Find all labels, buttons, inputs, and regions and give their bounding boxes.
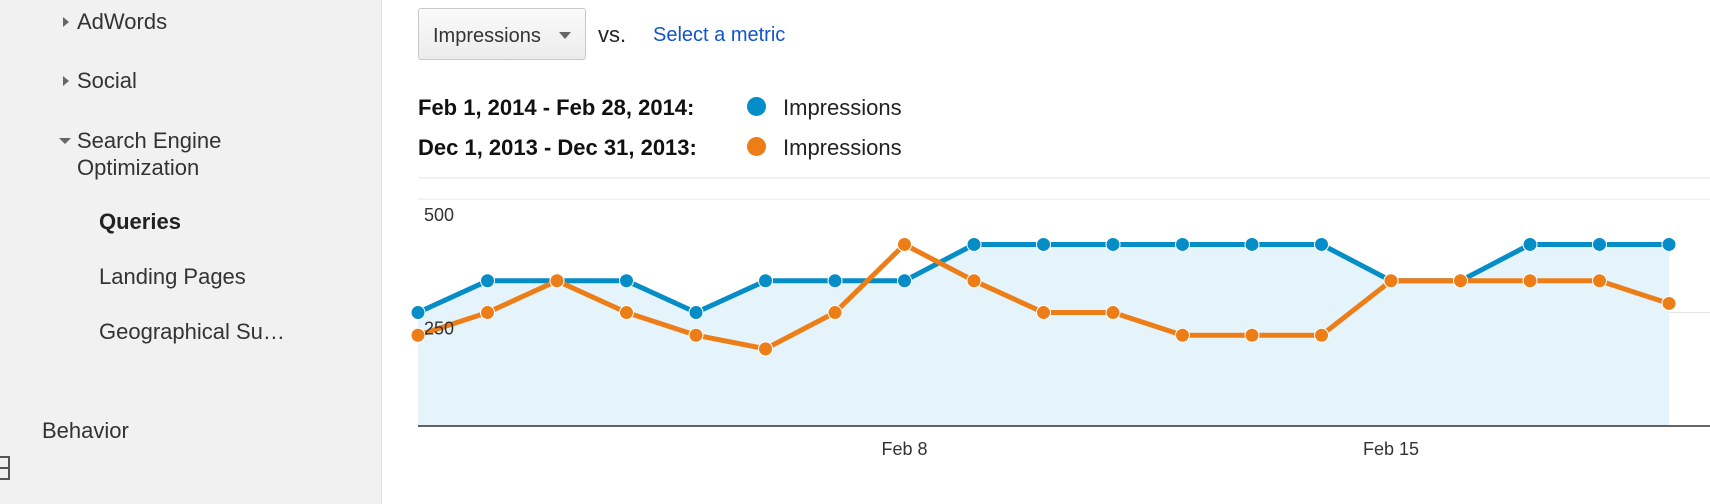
sidebar-item-behavior[interactable]: Behavior — [42, 418, 129, 443]
expand-arrow-icon[interactable] — [63, 17, 69, 27]
data-point — [1314, 236, 1329, 252]
y-tick-label: 250 — [424, 319, 454, 339]
data-point — [688, 327, 704, 343]
data-point — [827, 305, 843, 321]
metric-dropdown[interactable]: Impressions — [418, 8, 586, 60]
data-point — [1036, 236, 1051, 252]
x-tick-label: Feb 15 — [1363, 439, 1419, 459]
data-point — [1314, 327, 1329, 343]
data-point — [549, 273, 565, 289]
impressions-line-chart: 250 500 Feb 8 Feb 15 — [410, 177, 1710, 459]
sidebar-item-label: Optimization — [77, 155, 200, 180]
sidebar-item-seo[interactable]: Search Engine Optimization — [77, 127, 221, 181]
data-point — [1383, 273, 1399, 289]
data-point — [480, 305, 495, 321]
data-point — [897, 236, 912, 252]
expand-arrow-icon[interactable] — [63, 76, 69, 86]
x-tick-label: Feb 8 — [881, 439, 927, 459]
data-point — [1592, 236, 1607, 252]
series-area — [418, 244, 1669, 426]
data-point — [1522, 236, 1538, 252]
behavior-icon — [0, 456, 10, 480]
collapse-arrow-icon[interactable] — [59, 138, 71, 144]
legend-dot-icon — [747, 97, 766, 116]
legend-dot-icon — [747, 137, 766, 156]
data-point — [410, 305, 426, 321]
data-point — [966, 273, 982, 289]
data-point — [619, 305, 634, 321]
data-point — [1244, 236, 1260, 252]
legend-date-range-previous: Dec 1, 2013 - Dec 31, 2013: — [418, 135, 697, 160]
data-point — [1522, 273, 1538, 289]
legend-series-previous: Impressions — [783, 135, 902, 160]
data-point — [1036, 305, 1051, 321]
data-point — [1244, 327, 1260, 343]
data-point — [1453, 273, 1468, 289]
legend-date-range-current: Feb 1, 2014 - Feb 28, 2014: — [418, 95, 695, 120]
sidebar-item-adwords[interactable]: AdWords — [77, 9, 168, 34]
data-point — [897, 273, 912, 289]
y-tick-label: 500 — [424, 205, 454, 225]
data-point — [966, 236, 982, 252]
data-point — [1105, 305, 1121, 321]
data-point — [1592, 273, 1607, 289]
sidebar-item-social[interactable]: Social — [77, 68, 137, 93]
data-point — [1175, 236, 1190, 252]
chevron-down-icon — [559, 32, 571, 39]
data-point — [758, 273, 773, 289]
sidebar-subitem-queries[interactable]: Queries — [99, 209, 181, 234]
data-point — [1175, 327, 1190, 343]
sidebar-subitem-landing-pages[interactable]: Landing Pages — [99, 264, 246, 289]
data-point — [688, 305, 704, 321]
data-point — [1661, 295, 1677, 311]
metric-dropdown-value: Impressions — [433, 25, 541, 47]
data-point — [480, 273, 495, 289]
legend-series-current: Impressions — [783, 95, 902, 120]
data-point — [619, 273, 634, 289]
data-point — [827, 273, 843, 289]
sidebar-subitem-geographical-summary[interactable]: Geographical Su… — [99, 319, 285, 344]
data-point — [1105, 236, 1121, 252]
sidebar-item-label: Search Engine — [77, 128, 222, 153]
select-metric-link[interactable]: Select a metric — [653, 24, 786, 46]
vs-label: vs. — [598, 22, 627, 47]
data-point — [1661, 236, 1677, 252]
data-point — [758, 341, 773, 357]
data-point — [410, 327, 426, 343]
sidebar-nav: AdWords Social Search Engine Optimizatio… — [0, 0, 382, 504]
